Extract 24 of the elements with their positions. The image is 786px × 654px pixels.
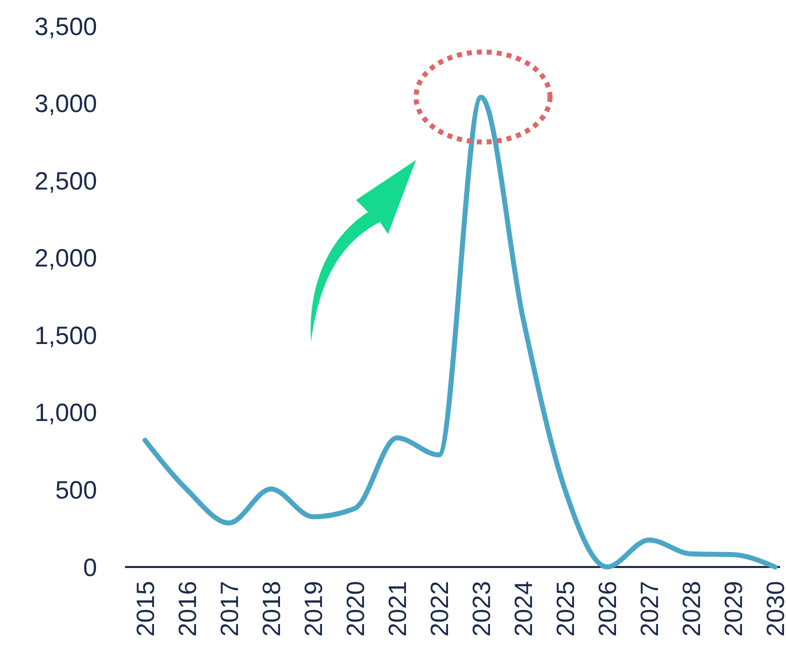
x-tick-label: 2016: [174, 581, 202, 637]
y-tick-label: 500: [55, 476, 97, 504]
x-tick-label: 2022: [426, 581, 454, 637]
y-tick-label: 2,500: [34, 167, 97, 196]
y-tick-label: 3,500: [34, 12, 97, 41]
x-tick-label: 2020: [342, 581, 370, 637]
x-tick-label: 2026: [594, 581, 622, 637]
x-tick-label: 2015: [132, 581, 160, 637]
y-tick-label: 1,500: [34, 322, 97, 350]
x-tick-label: 2024: [510, 580, 538, 637]
x-tick-label: 2025: [552, 581, 580, 637]
y-tick-label: 0: [83, 554, 97, 582]
y-tick-label: 1,000: [34, 399, 97, 428]
x-tick-label: 2021: [384, 581, 412, 637]
x-tick-label: 2029: [720, 581, 748, 637]
y-tick-label: 3,000: [34, 90, 97, 118]
x-tick-label: 2030: [762, 581, 786, 637]
x-tick-label: 2017: [216, 581, 244, 637]
x-tick-label: 2028: [678, 581, 706, 637]
x-tick-label: 2027: [636, 581, 664, 637]
y-tick-label: 2,000: [34, 244, 97, 273]
x-tick-label: 2019: [300, 581, 328, 637]
x-tick-label: 2023: [468, 581, 496, 637]
x-tick-label: 2018: [258, 581, 286, 637]
